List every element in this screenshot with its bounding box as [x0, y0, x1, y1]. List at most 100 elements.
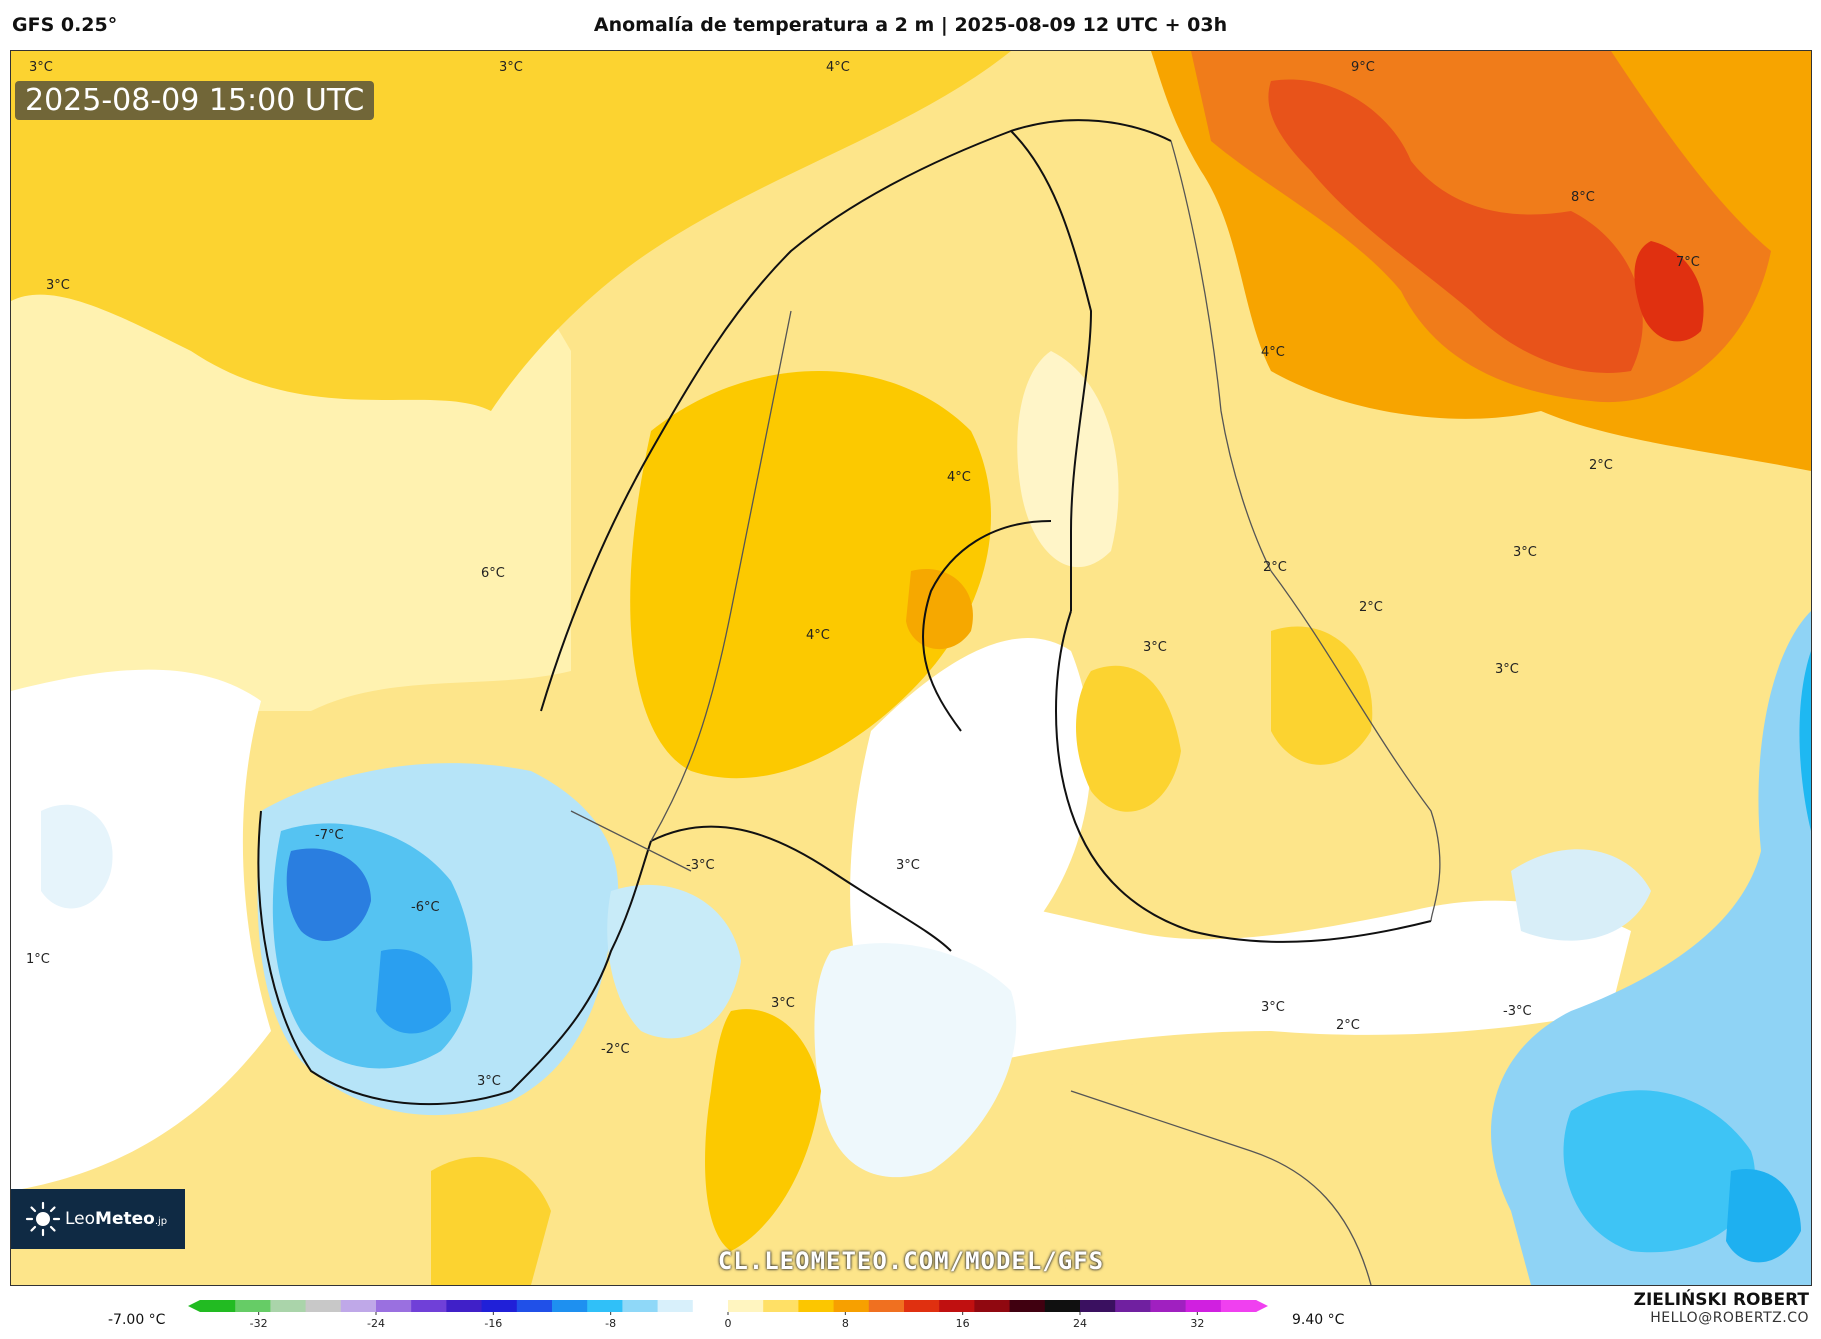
colorbar-segment — [270, 1300, 307, 1312]
model-name: GFS 0.25° — [12, 14, 118, 36]
temperature-label: -2°C — [601, 1042, 630, 1057]
temperature-label: -3°C — [1503, 1004, 1532, 1019]
colorbar-segment — [552, 1300, 588, 1312]
anomaly-region — [607, 884, 741, 1039]
map-title: Anomalía de temperatura a 2 m | 2025-08-… — [593, 14, 1228, 36]
colorbar-segment — [622, 1300, 659, 1312]
anomaly-region — [1563, 1090, 1755, 1253]
anomaly-region — [891, 898, 1631, 1071]
anomaly-region — [1017, 351, 1119, 568]
colorbar-tick-label: 24 — [1073, 1317, 1087, 1330]
colorbar-segment — [376, 1300, 412, 1312]
anomaly-region — [1268, 79, 1643, 373]
colorbar-segment — [798, 1300, 835, 1312]
author-name: ZIELIŃSKI ROBERT — [1633, 1290, 1809, 1310]
colorbar-tick-label: 8 — [842, 1317, 849, 1330]
colorbar-min-arrow — [188, 1300, 200, 1312]
temperature-label: 4°C — [826, 60, 850, 75]
temperature-label: 8°C — [1571, 190, 1595, 205]
colorbar-segment — [974, 1300, 1011, 1312]
temperature-label: -7°C — [315, 828, 344, 843]
colorbar-segment — [200, 1300, 236, 1312]
temperature-label: 3°C — [896, 858, 920, 873]
colorbar-segment — [446, 1300, 483, 1312]
colorbar-segment — [692, 1300, 729, 1312]
anomaly-region — [1511, 849, 1651, 941]
colorbar-segment — [587, 1300, 623, 1312]
colorbar-segment — [868, 1300, 905, 1312]
temperature-label: 2°C — [1263, 560, 1287, 575]
anomaly-map: 3°C 3°C 4°C 9°C 8°C 7°C 3°C 4°C 2°C 4°C 3°C 2°C 2°C 3… — [11, 51, 1811, 1285]
anomaly-region — [11, 669, 271, 1191]
temperature-label: 3°C — [1143, 640, 1167, 655]
colorbar-tick-label: -16 — [484, 1317, 502, 1330]
colorbar-segment — [1080, 1300, 1116, 1312]
colorbar-tick-label: -8 — [605, 1317, 616, 1330]
temperature-label: 7°C — [1676, 255, 1700, 270]
colorbar-segment — [1044, 1300, 1081, 1312]
borders — [570, 140, 1441, 1285]
temperature-label: 3°C — [1495, 662, 1519, 677]
anomaly-region — [286, 848, 371, 941]
temperature-labels: 3°C 3°C 4°C 9°C 8°C 7°C 3°C 4°C 2°C 4°C 3°C 2°C 2°C 3… — [26, 60, 1700, 1089]
colorbar-tick-label: 32 — [1190, 1317, 1204, 1330]
temperature-label: 4°C — [947, 470, 971, 485]
temperature-label: 4°C — [1261, 345, 1285, 360]
colorbar-min-label: -7.00 °C — [108, 1312, 166, 1328]
colorbar-tick-label: 0 — [725, 1317, 732, 1330]
anomaly-region — [431, 1156, 551, 1285]
colorbar-segment — [1009, 1300, 1046, 1312]
anomaly-region — [1799, 651, 1811, 831]
colorbar-segment — [833, 1300, 870, 1312]
temperature-label: 3°C — [1261, 1000, 1285, 1015]
temperature-label: 3°C — [499, 60, 523, 75]
anomaly-region — [41, 804, 113, 909]
temperature-label: -6°C — [411, 900, 440, 915]
colorbar-tick-label: -32 — [250, 1317, 268, 1330]
temperature-label: 2°C — [1589, 458, 1613, 473]
colorbar-segment — [1185, 1300, 1222, 1312]
anomaly-region — [11, 51, 1011, 411]
temperature-label: 3°C — [477, 1074, 501, 1089]
colorbar-segment — [728, 1300, 764, 1312]
colorbar-segment — [1115, 1300, 1151, 1312]
logo-wordmark: LeoMeteo.jp — [65, 1209, 168, 1229]
colorbar-segment — [235, 1300, 271, 1312]
leometeo-logo: LeoMeteo.jp — [11, 1189, 185, 1249]
colorbar-segment — [1220, 1300, 1257, 1312]
author-block: ZIELIŃSKI ROBERT HELLO@ROBERTZ.CO — [1634, 1290, 1809, 1326]
anomaly-region — [705, 1009, 821, 1251]
sun-icon — [25, 1201, 61, 1237]
temperature-label: 6°C — [481, 566, 505, 581]
colorbar-segment — [305, 1300, 342, 1312]
map-frame: 3°C 3°C 4°C 9°C 8°C 7°C 3°C 4°C 2°C 4°C 3°C 2°C 2°C 3… — [10, 50, 1812, 1286]
colorbar-max-arrow — [1256, 1300, 1268, 1312]
colorbar-segment — [1150, 1300, 1187, 1312]
temperature-label: 4°C — [806, 628, 830, 643]
colorbar-segment — [481, 1300, 518, 1312]
anomaly-region — [1634, 241, 1704, 342]
colorbar-segment — [516, 1300, 553, 1312]
colorbar-segment — [939, 1300, 975, 1312]
temperature-label: 3°C — [771, 996, 795, 1011]
temperature-label: 2°C — [1336, 1018, 1360, 1033]
colorbar-gradient — [188, 1300, 1268, 1312]
temperature-label: 1°C — [26, 952, 50, 967]
colorbar-segment — [763, 1300, 799, 1312]
anomaly-region — [1065, 1082, 1376, 1285]
anomaly-region — [1076, 665, 1181, 812]
colorbar-tick-label: 16 — [956, 1317, 970, 1330]
temperature-label: 3°C — [1513, 545, 1537, 560]
temperature-label: 9°C — [1351, 60, 1375, 75]
temperature-label: -3°C — [686, 858, 715, 873]
source-url: CL.LEOMETEO.COM/MODEL/GFS — [717, 1247, 1105, 1275]
temperature-label: 2°C — [1359, 600, 1383, 615]
colorbar-tick-label: -24 — [367, 1317, 385, 1330]
colorbar-segment — [657, 1300, 694, 1312]
colorbar-segment — [904, 1300, 940, 1312]
valid-time-stamp: 2025-08-09 15:00 UTC — [15, 81, 375, 120]
temperature-label: 3°C — [46, 278, 70, 293]
anomaly-region — [630, 371, 991, 779]
anomaly-region — [1271, 626, 1373, 765]
anomaly-region — [1726, 1169, 1801, 1263]
